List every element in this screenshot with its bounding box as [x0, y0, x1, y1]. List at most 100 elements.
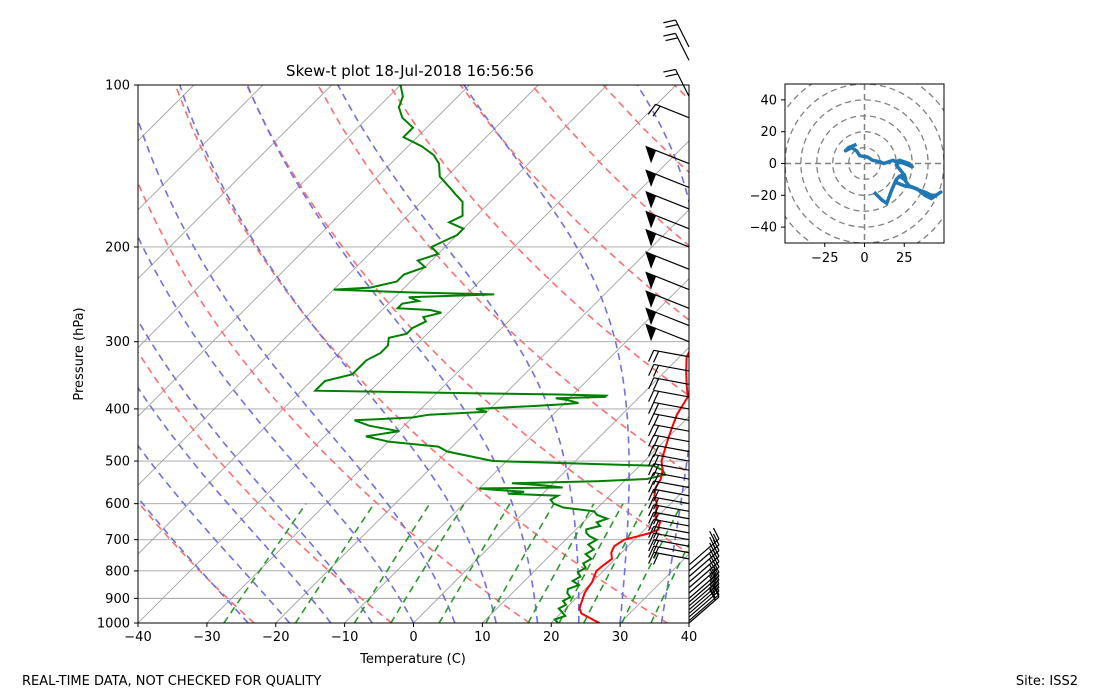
wind-barb [645, 251, 690, 270]
moist-adiabat [636, 85, 689, 623]
wind-barb-staff [653, 434, 690, 443]
isotherm-line [758, 85, 1100, 623]
hodo-y-tick-label: −40 [750, 221, 777, 236]
wind-barb-feather [712, 533, 720, 546]
wind-barb-staff [688, 550, 720, 578]
wind-barb-feather [709, 542, 716, 555]
wind-barb-feather [648, 424, 655, 437]
wind-barb-staff [653, 444, 690, 453]
wind-barb-staff [688, 590, 720, 618]
wind-barbs [645, 19, 720, 624]
moist-adiabat [138, 235, 415, 623]
wind-barb-staff [653, 363, 690, 372]
wind-barb-feather [652, 481, 660, 494]
wind-barb-feather [652, 497, 660, 510]
isotherm-line [550, 484, 689, 623]
mixing-ratio-line [223, 503, 307, 623]
wind-barb [648, 511, 690, 525]
wind-barb [645, 307, 690, 327]
y-axis-ticks: 1000 900 800 700 600 500 400 300 200 100 [97, 79, 138, 632]
wind-barb-staff [653, 349, 690, 358]
wind-barb-feather [652, 378, 660, 391]
wind-barb-feather [652, 445, 660, 458]
wind-barb-staff [653, 504, 690, 512]
wind-barb-feather [652, 546, 660, 559]
wind-barb-feather [648, 350, 655, 362]
wind-barb-feather [663, 68, 676, 73]
x-tick-label: −10 [331, 630, 358, 645]
x-tick-label: 0 [409, 630, 417, 645]
wind-barb [663, 68, 690, 97]
skewt-panel: −40 −30 −20 −10 0 10 20 30 40 100090080070060050… [0, 19, 1100, 667]
wind-barb-flag [645, 190, 657, 209]
y-tick-label: 700 [105, 533, 130, 548]
moist-adiabat [138, 117, 456, 623]
isotherm-line [138, 85, 332, 280]
wind-barb-feather [712, 527, 720, 540]
isotherm-line [827, 85, 1100, 623]
wind-barb-feather [647, 103, 657, 115]
hodograph-trace [843, 142, 943, 206]
wind-barb-staff [688, 583, 720, 611]
wind-barb [645, 190, 690, 210]
wind-barb [648, 496, 690, 510]
wind-barb-flag [645, 210, 657, 229]
wind-barb-staff [653, 496, 690, 505]
wind-barb [648, 539, 690, 553]
wind-barb-flag [645, 169, 657, 187]
wind-barb-staff [655, 103, 690, 119]
wind-barb-feather [648, 463, 655, 476]
isotherm-line [138, 85, 470, 418]
wind-barb-feather [652, 350, 660, 363]
wind-barb [648, 532, 690, 546]
wind-barb-staff [653, 525, 690, 534]
mixing-ratio-line [650, 542, 689, 623]
wind-barb-staff [653, 389, 690, 398]
moist-adiabat [179, 85, 497, 623]
dry-adiabat [673, 85, 689, 101]
wind-barb-staff [653, 377, 690, 385]
dry-adiabat [388, 85, 689, 397]
mixing-ratio-line [353, 503, 431, 623]
wind-barb-feather [652, 512, 660, 525]
wind-barb [663, 32, 690, 61]
wind-barb-flag [645, 271, 657, 290]
wind-barb-flag [645, 290, 657, 308]
moist-adiabat [138, 444, 291, 623]
wind-barb [648, 363, 690, 377]
y-tick-label: 500 [105, 455, 130, 470]
dry-adiabat [746, 85, 1100, 623]
wind-barb-flag [645, 145, 657, 164]
wind-barb-staff [653, 551, 690, 560]
isotherm-line [0, 85, 56, 623]
wind-barb [688, 527, 720, 566]
wind-barb-staff [655, 255, 690, 270]
wind-barb-feather [648, 472, 655, 485]
wind-barb [648, 551, 690, 565]
wind-barb-staff [688, 561, 720, 589]
wind-barb-feather [652, 425, 660, 438]
dry-adiabat [138, 350, 393, 623]
dry-adiabat [138, 180, 531, 623]
wind-barb-flag [645, 323, 657, 342]
wind-barb [647, 103, 690, 119]
mixing-ratio-line [438, 503, 511, 623]
wind-barb-feather [648, 539, 655, 552]
wind-barb-feather [652, 391, 660, 403]
wind-barb-feather [652, 505, 660, 518]
wind-barb-feather [709, 530, 716, 543]
moist-adiabat [138, 319, 373, 623]
hodograph-plot-area [785, 84, 944, 243]
mixing-ratio-line [558, 503, 624, 623]
wind-barb-staff [653, 539, 690, 547]
wind-barb-staff [655, 311, 690, 327]
wind-barb-feather [648, 454, 655, 467]
wind-barb-staff [655, 294, 690, 309]
isotherm-line [619, 553, 689, 623]
wind-barb-staff [655, 327, 690, 343]
wind-barb-feather [709, 568, 716, 580]
wind-barb-feather [648, 434, 655, 447]
isotherm-line [482, 415, 689, 623]
wind-barb-staff [653, 511, 690, 520]
hodo-y-tick-label: 40 [760, 93, 777, 108]
